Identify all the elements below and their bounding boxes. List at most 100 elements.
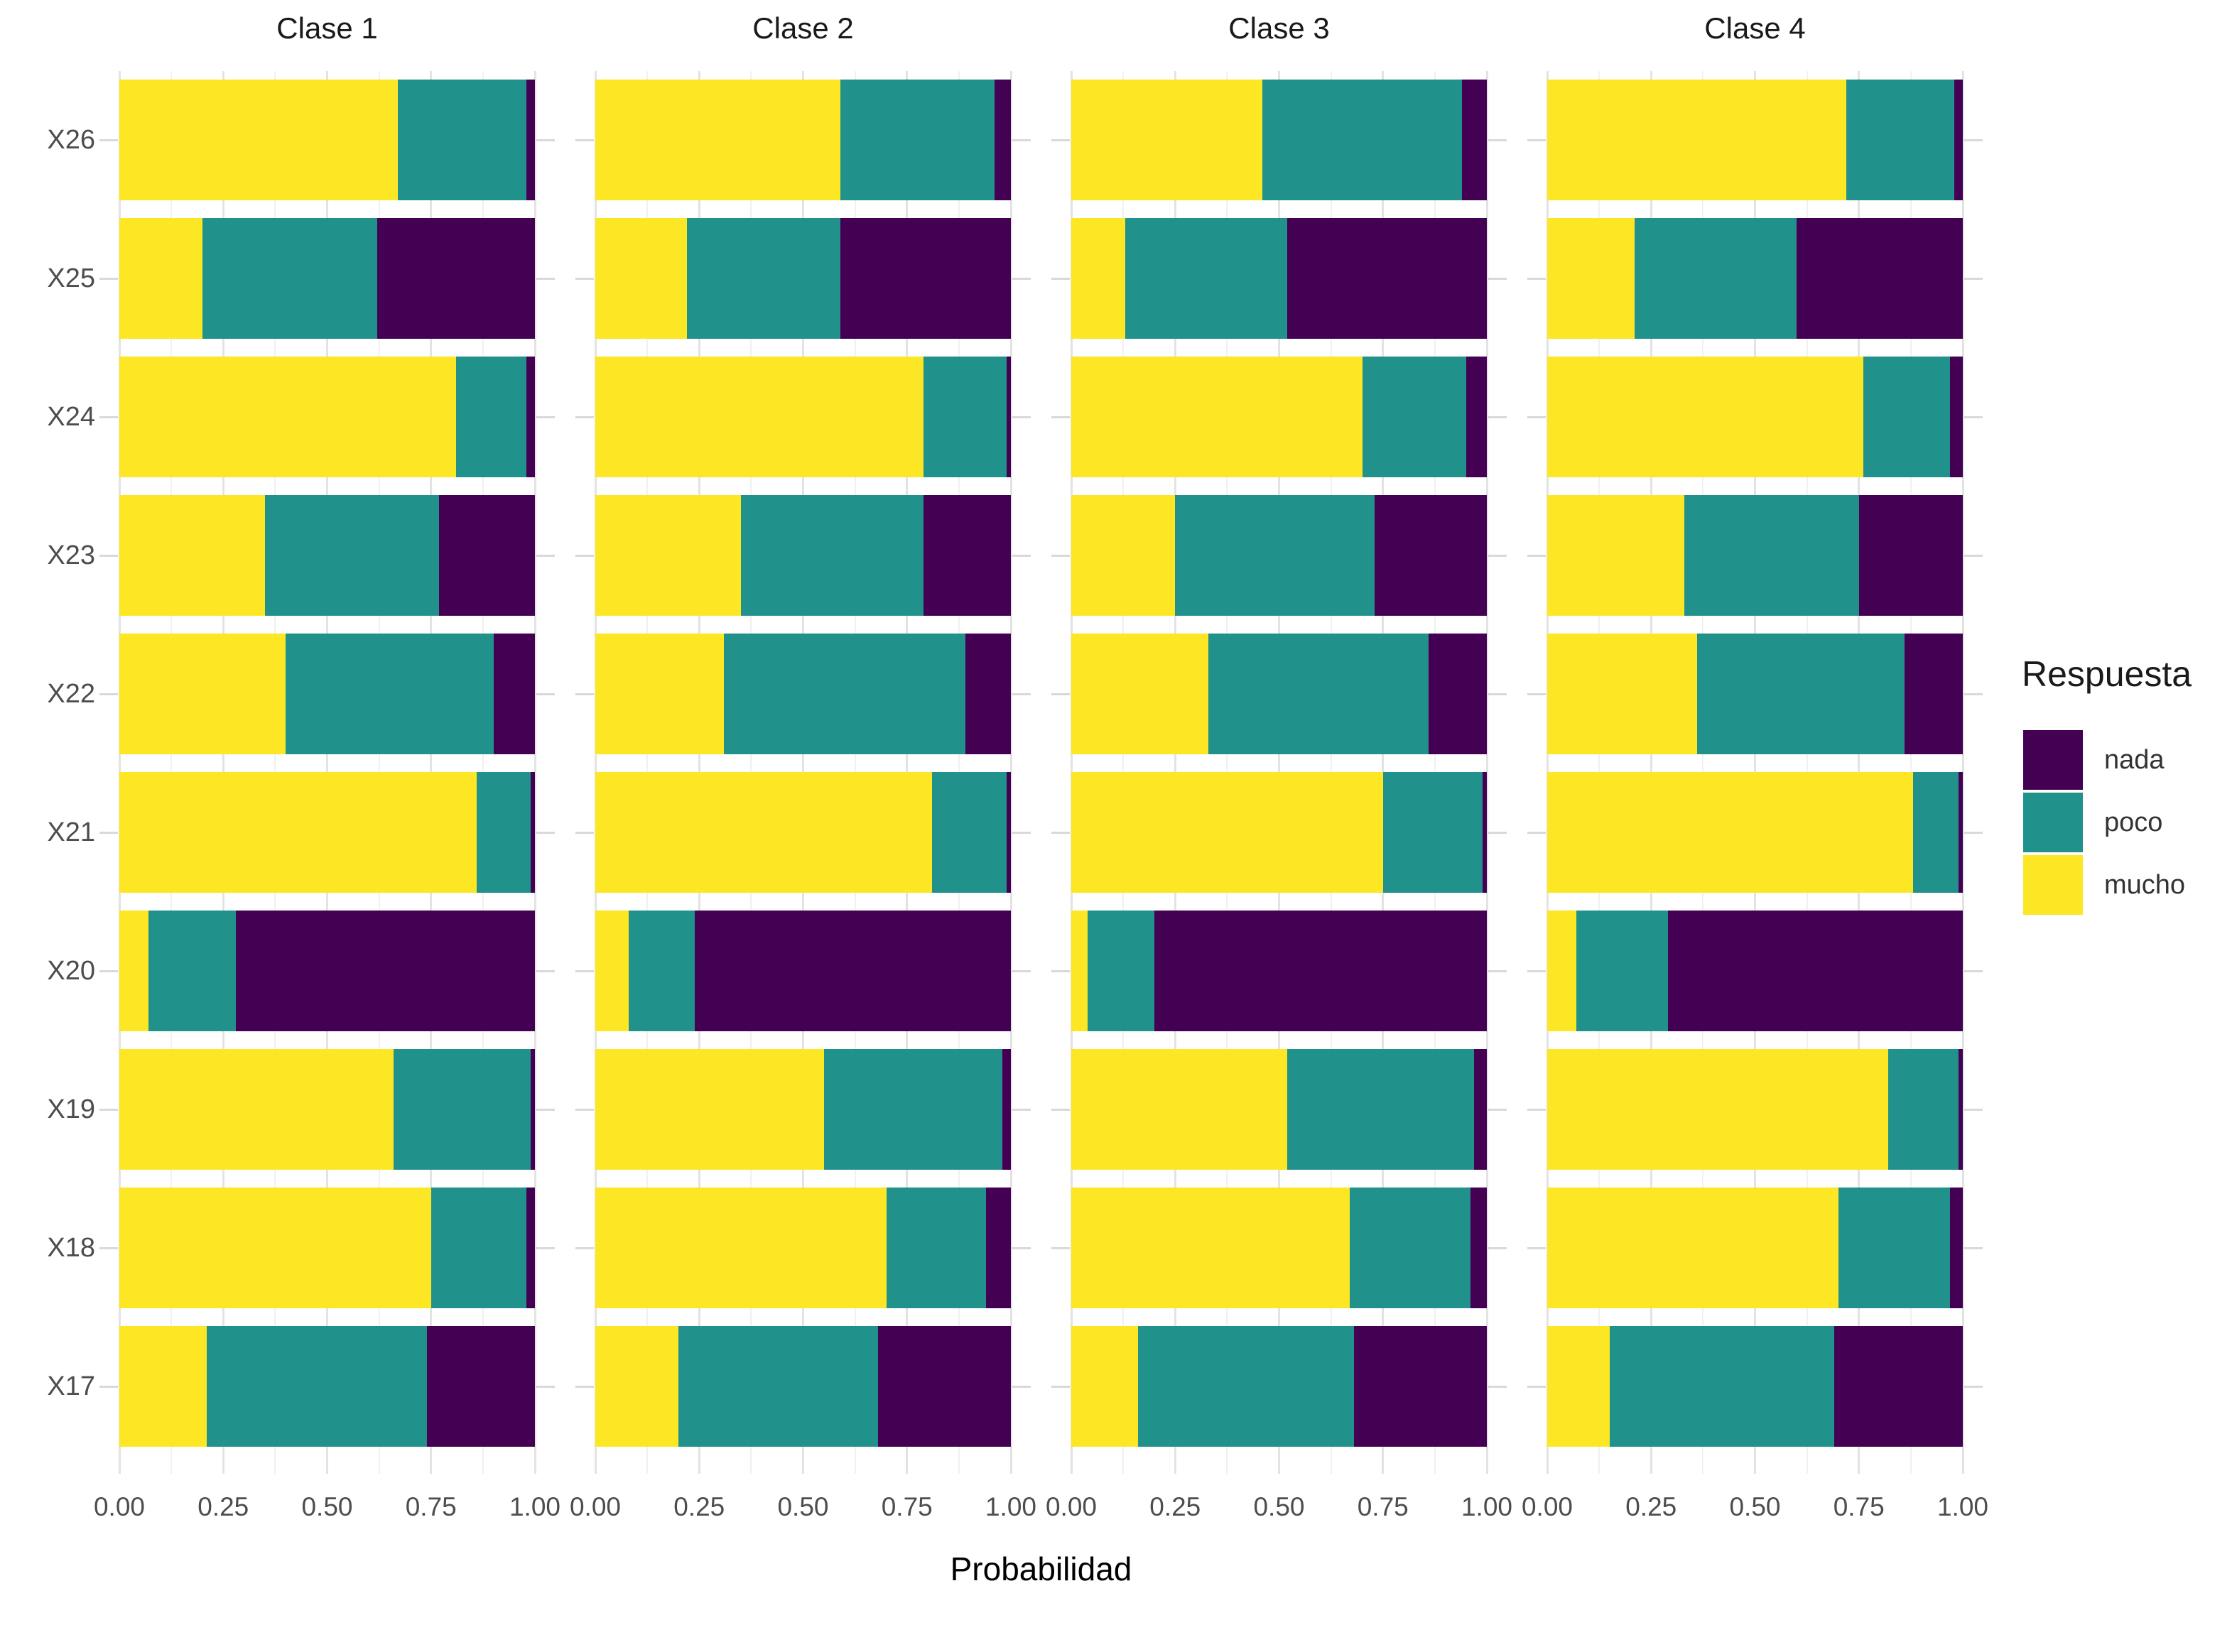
bar-x22-clase1: [119, 634, 535, 754]
y-tick-mark: [1527, 831, 1546, 834]
x-axis-title: Probabilidad: [950, 1550, 1132, 1587]
y-axis-label-x17: X17: [47, 1371, 95, 1401]
x-tick-label-0.75: 0.75: [1357, 1492, 1409, 1521]
y-tick-mark: [536, 969, 555, 972]
gridline-major: [533, 71, 536, 1474]
bar-x25-clase3: [1071, 218, 1487, 339]
segment-poco: [1696, 634, 1905, 754]
y-tick-mark: [1012, 415, 1031, 418]
segment-poco: [1634, 218, 1797, 339]
y-tick-mark: [536, 831, 555, 834]
segment-mucho: [1547, 495, 1685, 616]
bar-x21-clase1: [119, 772, 535, 893]
gridline-major: [1009, 71, 1012, 1474]
segment-mucho: [595, 495, 741, 616]
bar-x25-clase1: [119, 218, 535, 339]
y-tick-mark: [1012, 138, 1031, 141]
x-tick-label-1.00: 1.00: [1937, 1492, 1988, 1521]
y-tick-mark: [536, 1108, 555, 1111]
segment-mucho: [119, 911, 148, 1031]
bar-x24-clase3: [1071, 357, 1487, 477]
x-tick-label-1.00: 1.00: [509, 1492, 560, 1521]
bar-x25-clase2: [595, 218, 1011, 339]
segment-nada: [1470, 1188, 1487, 1308]
y-tick-mark: [99, 969, 118, 972]
y-tick-mark: [536, 692, 555, 695]
segment-poco: [1287, 1049, 1475, 1170]
segment-poco: [286, 634, 494, 754]
segment-nada: [1959, 772, 1963, 893]
segment-mucho: [1547, 1049, 1888, 1170]
segment-nada: [493, 634, 535, 754]
bar-x20-clase1: [119, 911, 535, 1031]
bar-x17-clase2: [595, 1326, 1011, 1447]
segment-poco: [628, 911, 695, 1031]
y-axis-label-x26: X26: [47, 125, 95, 155]
segment-poco: [455, 357, 527, 477]
y-tick-mark: [1051, 692, 1070, 695]
gridline-major: [1485, 71, 1488, 1474]
segment-mucho: [595, 1049, 824, 1170]
bar-x17-clase4: [1547, 1326, 1963, 1447]
segment-mucho: [1071, 80, 1263, 200]
segment-nada: [1959, 1049, 1963, 1170]
y-tick-mark: [1964, 831, 1983, 834]
bar-x19-clase3: [1071, 1049, 1487, 1170]
segment-nada: [1950, 357, 1963, 477]
segment-nada: [1905, 634, 1963, 754]
segment-mucho: [595, 634, 725, 754]
segment-poco: [1349, 1188, 1470, 1308]
legend-swatch-nada: [2023, 730, 2083, 790]
y-tick-mark: [1012, 1385, 1031, 1388]
y-tick-mark: [575, 554, 594, 557]
segment-nada: [426, 1326, 535, 1447]
segment-mucho: [1071, 495, 1176, 616]
y-tick-mark: [1527, 277, 1546, 280]
segment-poco: [1863, 357, 1951, 477]
segment-poco: [686, 218, 841, 339]
bar-x23-clase4: [1547, 495, 1963, 616]
segment-mucho: [119, 634, 286, 754]
segment-nada: [1466, 357, 1487, 477]
segment-nada: [1954, 80, 1963, 200]
y-tick-mark: [1012, 277, 1031, 280]
segment-poco: [1088, 911, 1154, 1031]
y-tick-mark: [1527, 415, 1546, 418]
y-tick-mark: [1527, 1385, 1546, 1388]
segment-mucho: [595, 772, 932, 893]
x-tick-label-0.75: 0.75: [881, 1492, 933, 1521]
x-tick-label-0.00: 0.00: [93, 1492, 145, 1521]
segment-mucho: [119, 772, 477, 893]
y-tick-mark: [99, 831, 118, 834]
y-tick-mark: [1527, 1246, 1546, 1249]
legend-label-poco: poco: [2104, 808, 2163, 837]
y-tick-mark: [575, 1108, 594, 1111]
bar-x23-clase3: [1071, 495, 1487, 616]
segment-poco: [931, 772, 1007, 893]
bar-x21-clase4: [1547, 772, 1963, 893]
segment-poco: [202, 218, 377, 339]
y-tick-mark: [575, 277, 594, 280]
facet-panel-3: [1070, 71, 1488, 1474]
y-axis-label-x25: X25: [47, 263, 95, 293]
segment-mucho: [1547, 911, 1576, 1031]
segment-poco: [1382, 772, 1483, 893]
segment-poco: [840, 80, 995, 200]
y-tick-mark: [1012, 831, 1031, 834]
segment-nada: [531, 1049, 535, 1170]
y-tick-mark: [536, 554, 555, 557]
y-tick-mark: [1051, 1246, 1070, 1249]
x-tick-label-0.00: 0.00: [1521, 1492, 1573, 1521]
segment-poco: [1912, 772, 1959, 893]
legend-label-mucho: mucho: [2104, 870, 2186, 900]
bar-x26-clase1: [119, 80, 535, 200]
y-tick-mark: [1964, 1246, 1983, 1249]
y-tick-mark: [99, 554, 118, 557]
segment-mucho: [595, 1188, 887, 1308]
x-tick-label-1.00: 1.00: [1461, 1492, 1512, 1521]
bar-x18-clase3: [1071, 1188, 1487, 1308]
segment-mucho: [1071, 772, 1383, 893]
y-tick-mark: [1051, 415, 1070, 418]
bar-x26-clase2: [595, 80, 1011, 200]
